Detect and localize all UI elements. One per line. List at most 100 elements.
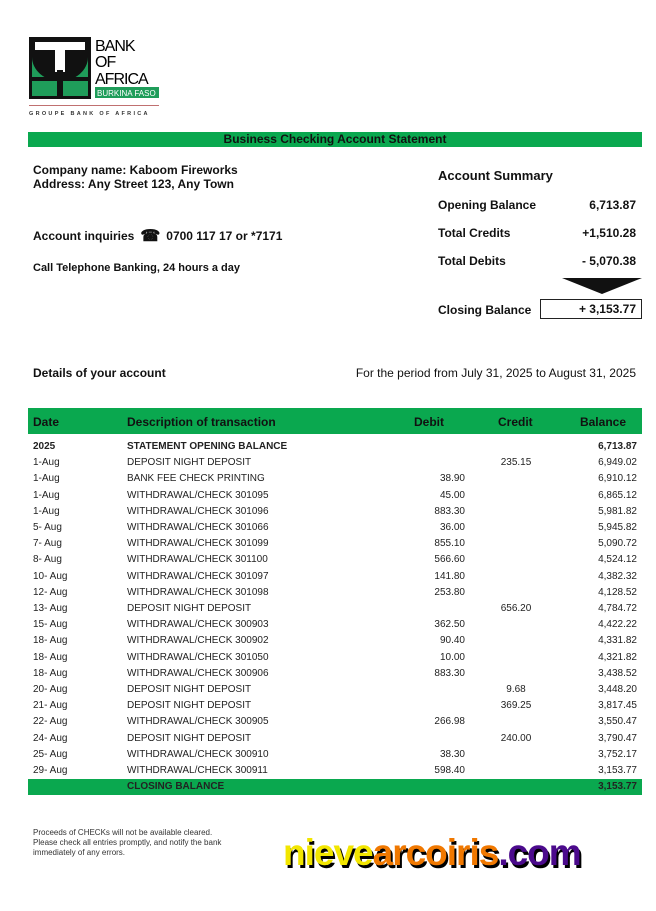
cell-credit: 240.00	[500, 732, 532, 744]
inquiries-label: Account inquiries	[33, 229, 135, 243]
cell-debit: 598.40	[434, 765, 465, 776]
table-row: 8- Aug WITHDRAWAL/CHECK 301100 566.60 4,524…	[28, 552, 642, 568]
cell-description: WITHDRAWAL/CHECK 301096	[127, 505, 269, 517]
cell-description: WITHDRAWAL/CHECK 300911	[127, 765, 268, 776]
cell-description: WITHDRAWAL/CHECK 300905	[127, 716, 269, 728]
cell-balance: 4,382.32	[598, 570, 637, 582]
cell-date: 20- Aug	[33, 684, 68, 695]
watermark-part3: .com	[498, 832, 581, 873]
cell-credit: 369.25	[500, 700, 532, 712]
table-row: 2025 STATEMENT OPENING BALANCE 6,713.87	[28, 439, 642, 455]
cell-debit: 883.30	[434, 667, 465, 679]
cell-balance: 5,981.82	[598, 505, 637, 517]
cell-balance: 6,910.12	[598, 473, 637, 485]
cell-date: 15- Aug	[33, 619, 68, 631]
telebanking-note: Call Telephone Banking, 24 hours a day	[33, 262, 241, 274]
cell-description: WITHDRAWAL/CHECK 301050	[127, 651, 269, 663]
bank-logo: BANK OF AFRICA BURKINA FASO GROUPE BANK …	[29, 37, 161, 122]
cell-debit: 253.80	[434, 586, 465, 598]
closing-label: Closing Balance	[438, 303, 532, 317]
cell-date: 5- Aug	[33, 522, 62, 533]
summary-opening: Opening Balance 6,713.87	[438, 198, 636, 212]
cell-debit: 90.40	[439, 635, 465, 647]
cell-balance: 4,784.72	[598, 603, 637, 614]
cell-description: WITHDRAWAL/CHECK 300903	[127, 619, 269, 631]
cell-debit: 141.80	[434, 570, 465, 582]
cell-balance: 4,128.52	[598, 586, 637, 598]
summary-title: Account Summary	[438, 168, 553, 183]
table-row: 5- Aug WITHDRAWAL/CHECK 301066 36.00 5,945.…	[28, 520, 642, 536]
cell-balance: 3,550.47	[598, 716, 637, 728]
table-row: 1-Aug WITHDRAWAL/CHECK 301095 45.00 6,865.1…	[28, 488, 642, 504]
telephone-icon: ☎	[140, 228, 161, 245]
cell-balance: 6,865.12	[598, 489, 637, 501]
cell-date: 1-Aug	[33, 505, 60, 517]
cell-date: 1-Aug	[33, 473, 60, 485]
table-row: 29- Aug WITHDRAWAL/CHECK 300911 598.40 3,15…	[28, 763, 642, 779]
cell-balance: 4,331.82	[598, 635, 637, 647]
cell-debit: 855.10	[434, 538, 465, 550]
header-description: Description of transaction	[127, 415, 276, 429]
cell-date: 29- Aug	[33, 765, 68, 776]
phone-number: 0700 117 17 or *7171	[166, 229, 283, 243]
closing-balance-row: CLOSING BALANCE 3,153.77	[28, 779, 642, 795]
cell-description: DEPOSIT NIGHT DEPOSIT	[127, 457, 252, 469]
statement-period: For the period from July 31, 2025 to Aug…	[355, 366, 636, 380]
arrow-down-icon	[562, 278, 642, 294]
cell-description: WITHDRAWAL/CHECK 301098	[127, 586, 269, 598]
cell-date: 18- Aug	[33, 667, 68, 679]
cell-debit: 45.00	[439, 489, 465, 501]
svg-text:BANK: BANK	[95, 38, 136, 55]
summary-debits: Total Debits - 5,070.38	[438, 254, 636, 268]
cell-date: 12- Aug	[33, 586, 68, 598]
cell-balance: 3,153.77	[598, 765, 637, 776]
table-row: 22- Aug WITHDRAWAL/CHECK 300905 266.98 3,55…	[28, 714, 642, 730]
cell-date: 10- Aug	[33, 570, 68, 582]
table-row: 1-Aug WITHDRAWAL/CHECK 301096 883.30 5,981.…	[28, 504, 642, 520]
label: Opening Balance	[438, 198, 537, 212]
header-balance: Balance	[579, 415, 626, 429]
details-label: Details of your account	[33, 366, 166, 380]
table-row: 25- Aug WITHDRAWAL/CHECK 300910 38.30 3,752…	[28, 747, 642, 763]
statement-title: Business Checking Account Statement	[28, 132, 642, 147]
table-row: 24- Aug DEPOSIT NIGHT DEPOSIT 240.00 3,790.…	[28, 731, 642, 747]
cell-date: 1-Aug	[33, 489, 60, 501]
cell-credit: 235.15	[500, 457, 532, 469]
cell-debit: 38.30	[439, 748, 465, 760]
cell-balance: 6,713.87	[598, 441, 637, 452]
table-row: 1-Aug DEPOSIT NIGHT DEPOSIT 235.15 6,949.02	[28, 455, 642, 471]
account-inquiries: Account inquiries ☎ 0700 117 17 or *7171	[33, 226, 282, 246]
cell-balance: 5,090.72	[598, 538, 637, 550]
cell-description: WITHDRAWAL/CHECK 301099	[127, 538, 269, 550]
table-row: 20- Aug DEPOSIT NIGHT DEPOSIT 9.68 3,448.20	[28, 682, 642, 698]
cell-balance: 3,438.52	[598, 667, 637, 679]
cell-date: 22- Aug	[33, 716, 68, 728]
table-row: 18- Aug WITHDRAWAL/CHECK 301050 10.00 4,321…	[28, 650, 642, 666]
cell-credit: 656.20	[500, 603, 532, 614]
company-name: Company name: Kaboom Fireworks	[33, 163, 238, 177]
cell-description: DEPOSIT NIGHT DEPOSIT	[127, 684, 252, 695]
cell-debit: 38.90	[439, 473, 465, 485]
cell-description: WITHDRAWAL/CHECK 300906	[127, 667, 269, 679]
svg-text:GROUPE BANK OF AFRICA: GROUPE BANK OF AFRICA	[29, 111, 150, 117]
cell-balance: 3,153.77	[598, 781, 637, 792]
value: +1,510.28	[582, 226, 636, 240]
cell-description: WITHDRAWAL/CHECK 300910	[127, 748, 269, 760]
svg-text:OF: OF	[95, 54, 116, 71]
cell-date: 7- Aug	[33, 538, 62, 550]
table-row: 13- Aug DEPOSIT NIGHT DEPOSIT 656.20 4,784.…	[28, 601, 642, 617]
cell-balance: 3,752.17	[598, 748, 637, 760]
table-row: 18- Aug WITHDRAWAL/CHECK 300906 883.30 3,43…	[28, 666, 642, 682]
cell-description: STATEMENT OPENING BALANCE	[127, 441, 288, 452]
watermark-part2: arcoiris	[372, 832, 500, 873]
cell-credit: 9.68	[506, 684, 526, 695]
summary-credits: Total Credits +1,510.28	[438, 226, 636, 240]
cell-balance: 4,321.82	[598, 651, 637, 663]
table-row: 12- Aug WITHDRAWAL/CHECK 301098 253.80 4,12…	[28, 585, 642, 601]
closing-balance-box: + 3,153.77	[540, 299, 642, 319]
table-header: Date Description of transaction Debit Cr…	[28, 408, 642, 434]
cell-debit: 362.50	[434, 619, 465, 631]
label: Total Credits	[438, 226, 511, 240]
cell-description: WITHDRAWAL/CHECK 301100	[127, 554, 268, 566]
company-address: Address: Any Street 123, Any Town	[33, 177, 234, 191]
